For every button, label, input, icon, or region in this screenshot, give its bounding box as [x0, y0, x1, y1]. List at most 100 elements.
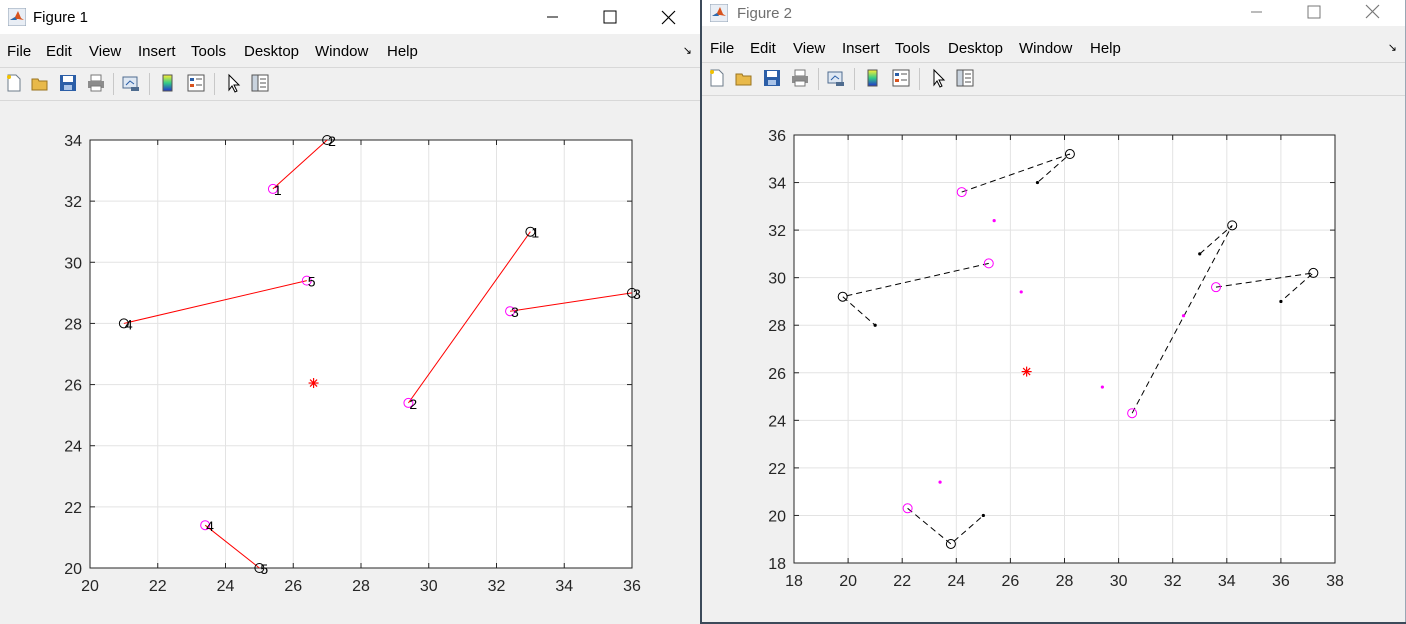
y-tick-label: 34: [768, 176, 786, 193]
magenta-circle-marker: [1210, 282, 1221, 293]
menu-file[interactable]: File: [7, 43, 32, 60]
menu-window[interactable]: Window: [1019, 40, 1073, 57]
print-icon[interactable]: [790, 68, 810, 88]
edit-plot-icon[interactable]: [928, 68, 948, 88]
dashed-connection-line: [1131, 224, 1233, 414]
menu-view[interactable]: View: [89, 43, 122, 60]
x-tick-label: 24: [947, 573, 965, 590]
close-button[interactable]: [1344, 0, 1402, 26]
menu-window[interactable]: Window: [315, 43, 369, 60]
point-label: 5: [260, 561, 268, 577]
x-tick-label: 28: [1056, 573, 1074, 590]
menu-help[interactable]: Help: [387, 43, 418, 60]
axes-box: [89, 139, 633, 569]
y-tick-label: 22: [64, 500, 82, 517]
black-circle-marker: [945, 538, 956, 549]
red-connection-line: [509, 292, 633, 312]
point-label: 2: [409, 396, 417, 412]
menu-insert[interactable]: Insert: [842, 40, 880, 57]
colorbar-icon[interactable]: [158, 73, 178, 93]
window-title: Figure 1: [33, 9, 89, 26]
y-tick-label: 28: [64, 316, 82, 333]
new-figure-icon[interactable]: [4, 73, 24, 93]
print-icon[interactable]: [86, 73, 106, 93]
magenta-circle-marker: [983, 258, 994, 269]
dashed-connection-line: [907, 507, 984, 545]
menu-tools[interactable]: Tools: [191, 43, 227, 60]
y-tick-label: 30: [768, 271, 786, 288]
property-inspector-icon[interactable]: [955, 68, 975, 88]
toolbar-separator: [113, 73, 114, 95]
menu-insert[interactable]: Insert: [138, 43, 176, 60]
maximize-button[interactable]: [1286, 0, 1344, 26]
edit-plot-icon[interactable]: [223, 73, 243, 93]
centroid-star-marker: [308, 378, 319, 389]
magenta-dot-marker: [1019, 290, 1023, 294]
figure-1-axes[interactable]: 20 22 24 26 28 30 32 34 362022242628303234123451…: [0, 100, 700, 624]
maximize-button[interactable]: [582, 0, 640, 34]
colorbar-icon[interactable]: [863, 68, 883, 88]
black-dot-marker: [981, 513, 985, 518]
black-dot-marker: [1035, 180, 1040, 185]
dock-arrow-icon[interactable]: ↘: [1387, 42, 1397, 54]
title-bar[interactable]: Figure 2: [702, 0, 1405, 26]
black-circle-marker: [525, 226, 536, 237]
menu-desktop[interactable]: Desktop: [948, 40, 1004, 57]
menu-bar: File Edit View Insert Tools Desktop Wind…: [702, 31, 1405, 64]
point-label: 5: [308, 274, 316, 290]
property-inspector-icon[interactable]: [250, 73, 270, 93]
point-label: 2: [328, 133, 336, 149]
open-file-icon[interactable]: [734, 68, 754, 88]
save-icon[interactable]: [762, 68, 782, 88]
link-plot-icon[interactable]: [826, 68, 846, 88]
dock-arrow-icon[interactable]: ↘: [682, 45, 692, 57]
figure-2-axes[interactable]: 18 20 22 24 26 28 30 32 34 36 38 18 20 22 24 26 28 30 32 34…: [702, 95, 1404, 619]
y-tick-label: 18: [768, 556, 786, 573]
open-file-icon[interactable]: [30, 73, 50, 93]
x-tick-label: 22: [149, 578, 167, 595]
dashed-connection-line: [961, 153, 1071, 193]
x-tick-label: 24: [217, 578, 235, 595]
dashed-connection-line: [1215, 272, 1315, 302]
save-icon[interactable]: [58, 73, 78, 93]
black-circle-marker: [322, 135, 333, 145]
legend-icon[interactable]: [891, 68, 911, 88]
point-label: 3: [511, 304, 519, 320]
y-tick-label: 20: [64, 561, 82, 578]
menu-edit[interactable]: Edit: [750, 40, 776, 57]
menu-edit[interactable]: Edit: [46, 43, 72, 60]
x-tick-label: 30: [420, 578, 438, 595]
black-circle-marker: [627, 287, 637, 298]
menu-view[interactable]: View: [793, 40, 826, 57]
toolbar-separator: [214, 73, 215, 95]
close-button[interactable]: [640, 0, 698, 34]
x-tick-label: 22: [893, 573, 911, 590]
x-tick-label: 26: [284, 578, 302, 595]
x-tick-label: 32: [1164, 573, 1182, 590]
minimize-button[interactable]: [524, 0, 582, 34]
y-tick-label: 24: [64, 439, 82, 456]
magenta-circle-marker: [1127, 408, 1138, 419]
magenta-dot-marker: [938, 480, 942, 484]
link-plot-icon[interactable]: [121, 73, 141, 93]
window-title: Figure 2: [737, 5, 793, 22]
title-bar[interactable]: Figure 1: [0, 0, 700, 34]
y-tick-label: 28: [768, 318, 786, 335]
minimize-button[interactable]: [1228, 0, 1286, 26]
toolbar-separator: [818, 68, 819, 90]
menu-file[interactable]: File: [710, 40, 735, 57]
black-circle-marker: [1064, 149, 1075, 160]
new-figure-icon[interactable]: [707, 68, 727, 88]
magenta-circle-marker: [956, 187, 967, 198]
toolbar-separator: [919, 68, 920, 90]
menu-tools[interactable]: Tools: [895, 40, 931, 57]
legend-icon[interactable]: [186, 73, 206, 93]
x-tick-label: 30: [1110, 573, 1128, 590]
menu-desktop[interactable]: Desktop: [244, 43, 300, 60]
y-tick-label: 26: [64, 378, 82, 395]
black-circle-marker: [1308, 267, 1319, 278]
x-tick-label: 20: [81, 578, 99, 595]
menu-help[interactable]: Help: [1090, 40, 1121, 57]
point-label: 3: [633, 286, 641, 302]
x-tick-label: 26: [1002, 573, 1020, 590]
